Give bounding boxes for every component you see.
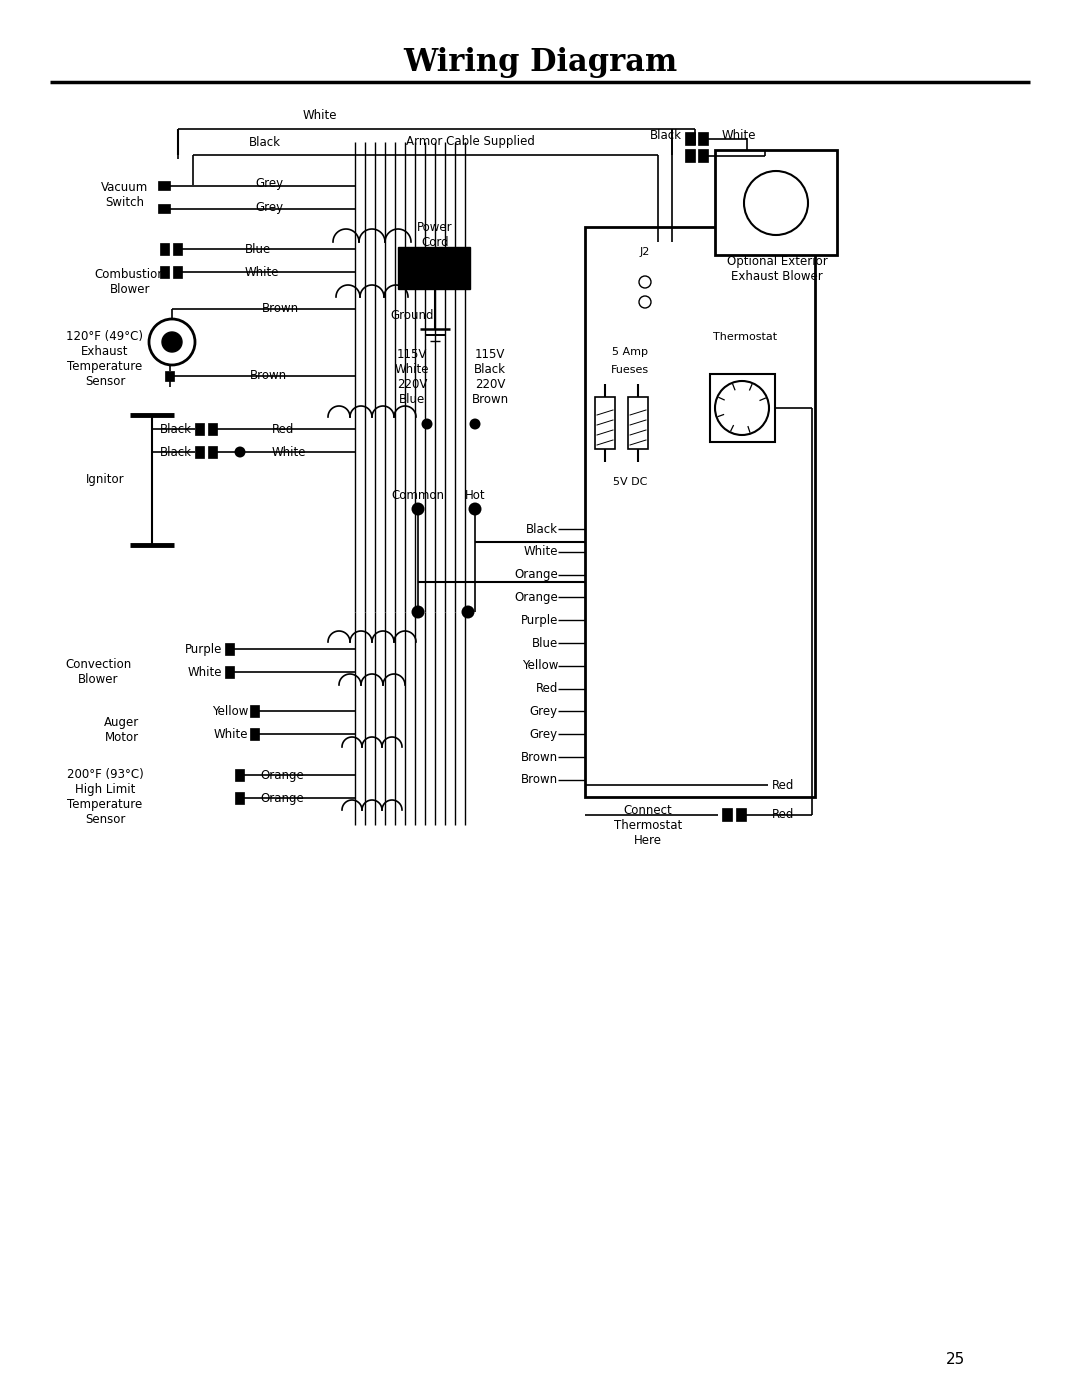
Bar [698,131,708,145]
Text: Orange: Orange [514,591,558,604]
Text: Red: Red [772,809,795,821]
Text: Yellow: Yellow [212,704,248,718]
Circle shape [639,277,651,288]
Text: White: White [245,265,280,278]
Text: Black: Black [160,422,192,436]
Text: White: White [302,109,337,122]
Text: 5V DC: 5V DC [612,476,647,488]
Text: Combustion
Blower: Combustion Blower [95,268,165,296]
Text: Auger
Motor: Auger Motor [105,717,139,745]
Text: 115V
Black
220V
Brown: 115V Black 220V Brown [472,348,509,407]
Circle shape [470,419,481,429]
Text: Black: Black [160,446,192,458]
Text: Connect
Thermostat
Here: Connect Thermostat Here [613,803,683,847]
Text: Orange: Orange [514,569,558,581]
Text: 200°F (93°C)
High Limit
Temperature
Sensor: 200°F (93°C) High Limit Temperature Sens… [67,768,144,826]
Circle shape [469,503,482,515]
Text: Vacuum
Switch: Vacuum Switch [102,182,149,210]
Bar [158,204,170,212]
Text: Orange: Orange [260,792,303,805]
Text: Power
Cord: Power Cord [417,221,453,249]
Bar [585,226,815,798]
Bar [715,149,837,256]
Text: Grey: Grey [530,705,558,718]
Circle shape [162,332,183,352]
Text: Ignitor: Ignitor [85,472,124,486]
Text: Black: Black [249,136,281,148]
Text: Brown: Brown [521,774,558,787]
Bar [208,446,217,458]
Bar [249,705,259,717]
Text: Grey: Grey [255,177,283,190]
Bar [627,397,648,448]
Bar [723,807,732,821]
Text: Black: Black [526,522,558,535]
Text: Purple: Purple [185,643,222,655]
Bar [710,374,775,441]
Circle shape [149,319,195,365]
Text: Red: Red [272,422,295,436]
Text: 120°F (49°C)
Exhaust
Temperature
Sensor: 120°F (49°C) Exhaust Temperature Sensor [67,330,144,388]
Text: 25: 25 [945,1351,964,1366]
Text: Black: Black [650,129,681,141]
Text: Wiring Diagram: Wiring Diagram [403,46,677,77]
Text: Brown: Brown [521,750,558,764]
Text: Red: Red [536,682,558,696]
Bar [195,446,204,458]
Text: Orange: Orange [260,768,303,781]
Bar [235,792,244,805]
Text: Hot: Hot [464,489,485,502]
Circle shape [639,296,651,307]
Text: Fueses: Fueses [611,365,649,374]
Text: Ground: Ground [390,309,434,321]
Text: J2: J2 [640,247,650,257]
Bar [249,728,259,740]
Text: White: White [272,446,307,458]
Text: Common: Common [391,489,445,502]
Text: White: White [524,545,558,559]
Text: Thermostat: Thermostat [713,332,778,342]
Bar [208,423,217,434]
Text: Purple: Purple [521,613,558,627]
Bar [735,807,746,821]
Text: 5 Amp: 5 Amp [612,346,648,358]
Bar [685,131,696,145]
Circle shape [715,381,769,434]
Bar [173,265,183,278]
Text: Blue: Blue [245,243,271,256]
Bar [685,149,696,162]
Bar [173,243,183,256]
Text: Grey: Grey [255,201,283,214]
Text: Blue: Blue [531,637,558,650]
Text: Armor Cable Supplied: Armor Cable Supplied [406,136,535,148]
Circle shape [411,605,424,619]
Text: Red: Red [772,778,795,792]
Text: 115V
White
220V
Blue: 115V White 220V Blue [395,348,429,407]
Bar [698,149,708,162]
Circle shape [421,419,432,429]
Text: White: White [723,129,756,141]
Circle shape [461,605,474,619]
Text: Optional Exterior
Exhaust Blower: Optional Exterior Exhaust Blower [727,256,827,284]
Text: White: White [214,728,248,740]
Bar [195,423,204,434]
Bar [158,182,170,190]
Circle shape [744,170,808,235]
Text: Brown: Brown [249,369,287,381]
Text: White: White [188,665,222,679]
Bar [225,666,234,678]
Bar [235,768,244,781]
Bar [160,243,168,256]
Text: Yellow: Yellow [522,659,558,672]
Circle shape [234,447,245,457]
Bar [399,247,470,289]
Circle shape [411,503,424,515]
Bar [225,643,234,655]
Text: Convection
Blower: Convection Blower [65,658,131,686]
Text: Grey: Grey [530,728,558,740]
Bar [595,397,615,448]
Bar [160,265,168,278]
Text: Brown: Brown [261,303,298,316]
Bar [165,372,174,381]
